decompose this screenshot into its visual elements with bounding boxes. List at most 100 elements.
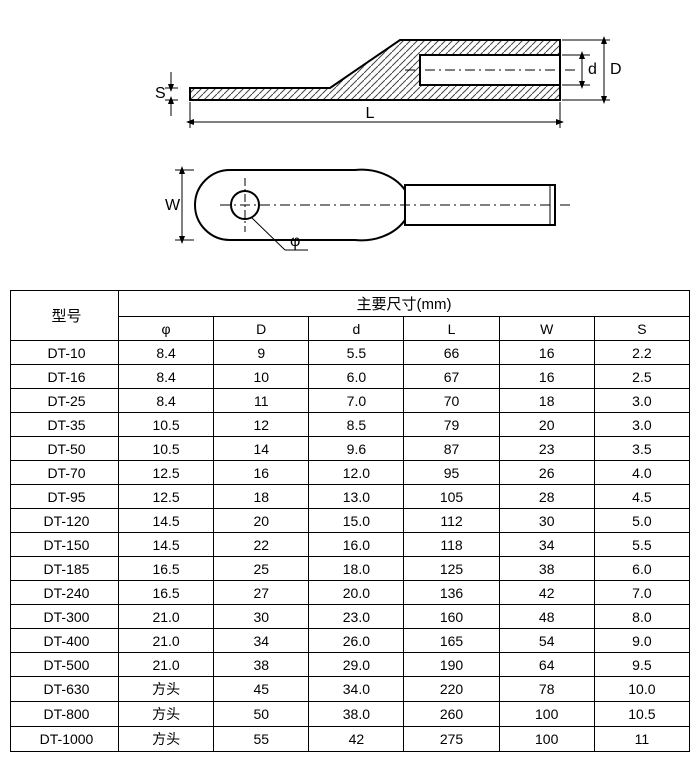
- cell-phi: 21.0: [119, 629, 214, 653]
- cell-W: 20: [499, 413, 594, 437]
- label-d: d: [588, 61, 597, 78]
- cell-phi: 8.4: [119, 365, 214, 389]
- cell-D: 11: [214, 389, 309, 413]
- top-view: φ W: [165, 170, 570, 250]
- cell-W: 100: [499, 727, 594, 752]
- table-row: DT-24016.52720.0136427.0: [11, 581, 690, 605]
- cell-d: 23.0: [309, 605, 404, 629]
- cell-L: 190: [404, 653, 499, 677]
- cell-D: 22: [214, 533, 309, 557]
- table-row: DT-5010.5149.687233.5: [11, 437, 690, 461]
- table-row: DT-3510.5128.579203.0: [11, 413, 690, 437]
- cell-phi: 方头: [119, 677, 214, 702]
- cell-model: DT-70: [11, 461, 119, 485]
- cell-S: 2.5: [594, 365, 689, 389]
- cell-L: 136: [404, 581, 499, 605]
- table-row: DT-258.4117.070183.0: [11, 389, 690, 413]
- cell-D: 18: [214, 485, 309, 509]
- cell-W: 54: [499, 629, 594, 653]
- cell-S: 8.0: [594, 605, 689, 629]
- cell-W: 26: [499, 461, 594, 485]
- cell-W: 30: [499, 509, 594, 533]
- cell-L: 275: [404, 727, 499, 752]
- cell-W: 16: [499, 341, 594, 365]
- label-S: S: [155, 85, 166, 102]
- cell-L: 112: [404, 509, 499, 533]
- cell-W: 48: [499, 605, 594, 629]
- cell-phi: 8.4: [119, 341, 214, 365]
- cell-model: DT-500: [11, 653, 119, 677]
- cell-phi: 21.0: [119, 653, 214, 677]
- cell-W: 28: [499, 485, 594, 509]
- cell-phi: 16.5: [119, 581, 214, 605]
- cell-phi: 16.5: [119, 557, 214, 581]
- table-row: DT-7012.51612.095264.0: [11, 461, 690, 485]
- cell-model: DT-10: [11, 341, 119, 365]
- cell-d: 6.0: [309, 365, 404, 389]
- table-row: DT-18516.52518.0125386.0: [11, 557, 690, 581]
- header-col-W: W: [499, 317, 594, 341]
- table-row: DT-800方头5038.026010010.5: [11, 702, 690, 727]
- cell-d: 26.0: [309, 629, 404, 653]
- cell-S: 2.2: [594, 341, 689, 365]
- cell-L: 87: [404, 437, 499, 461]
- table-row: DT-15014.52216.0118345.5: [11, 533, 690, 557]
- cell-L: 95: [404, 461, 499, 485]
- cell-d: 8.5: [309, 413, 404, 437]
- cell-S: 5.5: [594, 533, 689, 557]
- cell-W: 42: [499, 581, 594, 605]
- cell-model: DT-400: [11, 629, 119, 653]
- header-main-dims: 主要尺寸(mm): [119, 291, 690, 317]
- cell-d: 5.5: [309, 341, 404, 365]
- cell-model: DT-35: [11, 413, 119, 437]
- engineering-diagram: S L D d: [0, 0, 700, 280]
- cell-d: 16.0: [309, 533, 404, 557]
- cell-model: DT-800: [11, 702, 119, 727]
- cell-phi: 12.5: [119, 485, 214, 509]
- table-row: DT-1000方头554227510011: [11, 727, 690, 752]
- cell-d: 15.0: [309, 509, 404, 533]
- cell-phi: 方头: [119, 702, 214, 727]
- label-phi: φ: [290, 233, 300, 250]
- cell-S: 10.5: [594, 702, 689, 727]
- cell-d: 7.0: [309, 389, 404, 413]
- table-row: DT-30021.03023.0160488.0: [11, 605, 690, 629]
- cell-D: 10: [214, 365, 309, 389]
- table-row: DT-50021.03829.0190649.5: [11, 653, 690, 677]
- cell-L: 260: [404, 702, 499, 727]
- cell-D: 20: [214, 509, 309, 533]
- cell-phi: 14.5: [119, 509, 214, 533]
- cell-D: 14: [214, 437, 309, 461]
- table-row: DT-12014.52015.0112305.0: [11, 509, 690, 533]
- cell-model: DT-50: [11, 437, 119, 461]
- cell-d: 20.0: [309, 581, 404, 605]
- cell-model: DT-1000: [11, 727, 119, 752]
- table-row: DT-168.4106.067162.5: [11, 365, 690, 389]
- cell-model: DT-185: [11, 557, 119, 581]
- cell-model: DT-120: [11, 509, 119, 533]
- cell-S: 9.0: [594, 629, 689, 653]
- cell-phi: 14.5: [119, 533, 214, 557]
- cell-d: 38.0: [309, 702, 404, 727]
- cell-D: 50: [214, 702, 309, 727]
- cell-phi: 10.5: [119, 437, 214, 461]
- cell-S: 10.0: [594, 677, 689, 702]
- cell-d: 12.0: [309, 461, 404, 485]
- cell-model: DT-150: [11, 533, 119, 557]
- header-col-φ: φ: [119, 317, 214, 341]
- cell-model: DT-630: [11, 677, 119, 702]
- cell-D: 45: [214, 677, 309, 702]
- cell-L: 160: [404, 605, 499, 629]
- table-row: DT-40021.03426.0165549.0: [11, 629, 690, 653]
- cell-S: 6.0: [594, 557, 689, 581]
- cell-D: 34: [214, 629, 309, 653]
- header-col-S: S: [594, 317, 689, 341]
- cell-phi: 8.4: [119, 389, 214, 413]
- cell-L: 125: [404, 557, 499, 581]
- cell-D: 12: [214, 413, 309, 437]
- cell-model: DT-25: [11, 389, 119, 413]
- header-model: 型号: [11, 291, 119, 341]
- cell-phi: 12.5: [119, 461, 214, 485]
- table-row: DT-9512.51813.0105284.5: [11, 485, 690, 509]
- cell-S: 4.0: [594, 461, 689, 485]
